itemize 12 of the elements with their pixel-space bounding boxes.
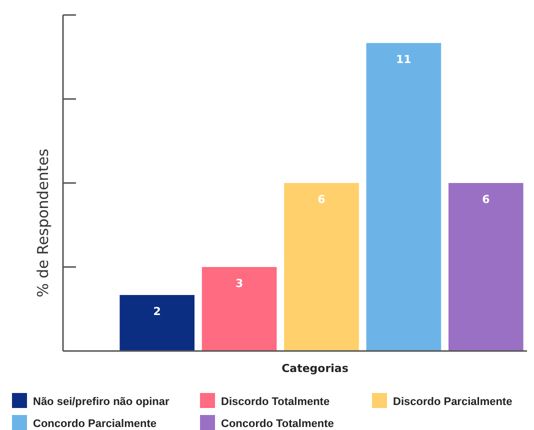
data-label: 3 (235, 277, 244, 290)
legend-label: Concordo Totalmente (221, 418, 334, 430)
data-label: 11 (396, 53, 412, 66)
data-label: 6 (482, 193, 490, 206)
data-label: 6 (318, 193, 326, 206)
legend-label: Discordo Parcialmente (393, 396, 512, 408)
x-axis-title: Categorias (282, 362, 349, 375)
data-label: 2 (153, 305, 161, 318)
legend-label: Discordo Totalmente (221, 396, 330, 408)
legend-label: Concordo Parcialmente (33, 418, 156, 430)
y-axis-title: % de Respondentes (34, 148, 52, 298)
legend-label: Não sei/prefiro não opinar (33, 396, 170, 408)
